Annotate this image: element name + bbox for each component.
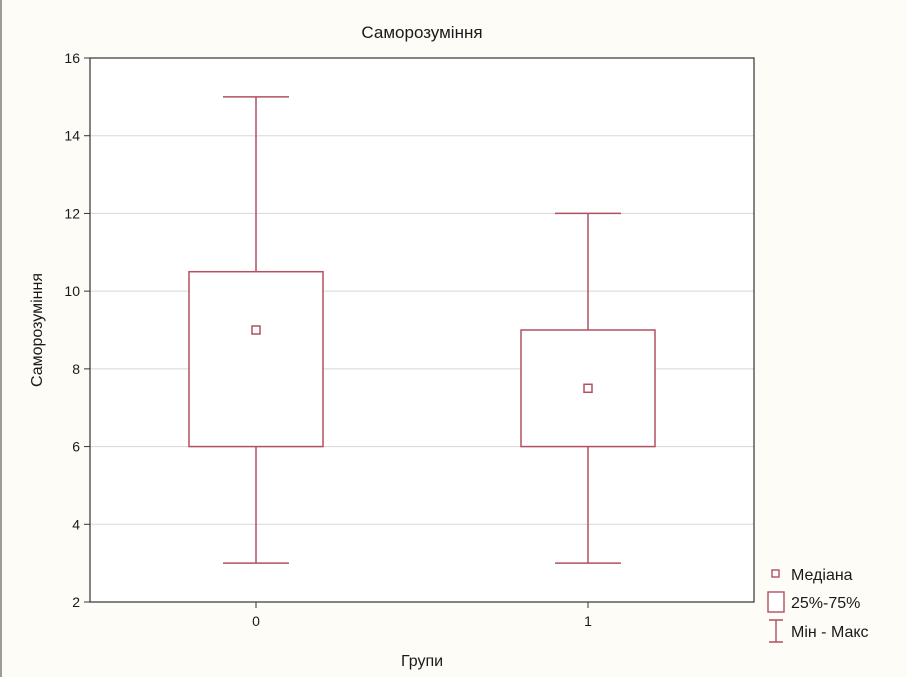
y-tick-label: 10 <box>64 283 80 299</box>
box-group <box>520 212 656 564</box>
legend-whisker-label: Мін - Макс <box>791 624 869 641</box>
y-tick-label: 16 <box>64 50 80 66</box>
legend-whisker-icon <box>769 619 783 643</box>
y-tick-label: 8 <box>72 361 80 377</box>
legend-box-label: 25%-75% <box>791 595 860 612</box>
boxes <box>188 96 656 564</box>
median-marker <box>251 325 261 335</box>
y-tick-label: 14 <box>64 128 80 144</box>
legend-median-label: Медіана <box>791 567 853 584</box>
axis-ticks: 2 4 6 8 10 12 14 16 0 1 <box>64 50 592 629</box>
legend-box-icon <box>767 591 785 613</box>
y-tick-label: 4 <box>72 516 80 532</box>
plot-frame <box>89 57 755 603</box>
chart-title: Саморозуміння <box>361 23 482 42</box>
legend-median-icon <box>771 569 780 578</box>
box-group <box>188 96 324 564</box>
x-axis-label: Групи <box>401 653 443 670</box>
y-tick-label: 12 <box>64 205 80 221</box>
iqr-box <box>188 270 324 448</box>
y-axis-label: Саморозуміння <box>29 273 46 387</box>
x-tick-label: 1 <box>584 613 592 629</box>
y-tick-label: 2 <box>72 594 80 610</box>
legend: Медіана 25%-75% Мін - Макс <box>767 567 869 643</box>
y-tick-label: 6 <box>72 439 80 455</box>
x-tick-label: 0 <box>252 613 260 629</box>
median-marker <box>583 383 593 394</box>
